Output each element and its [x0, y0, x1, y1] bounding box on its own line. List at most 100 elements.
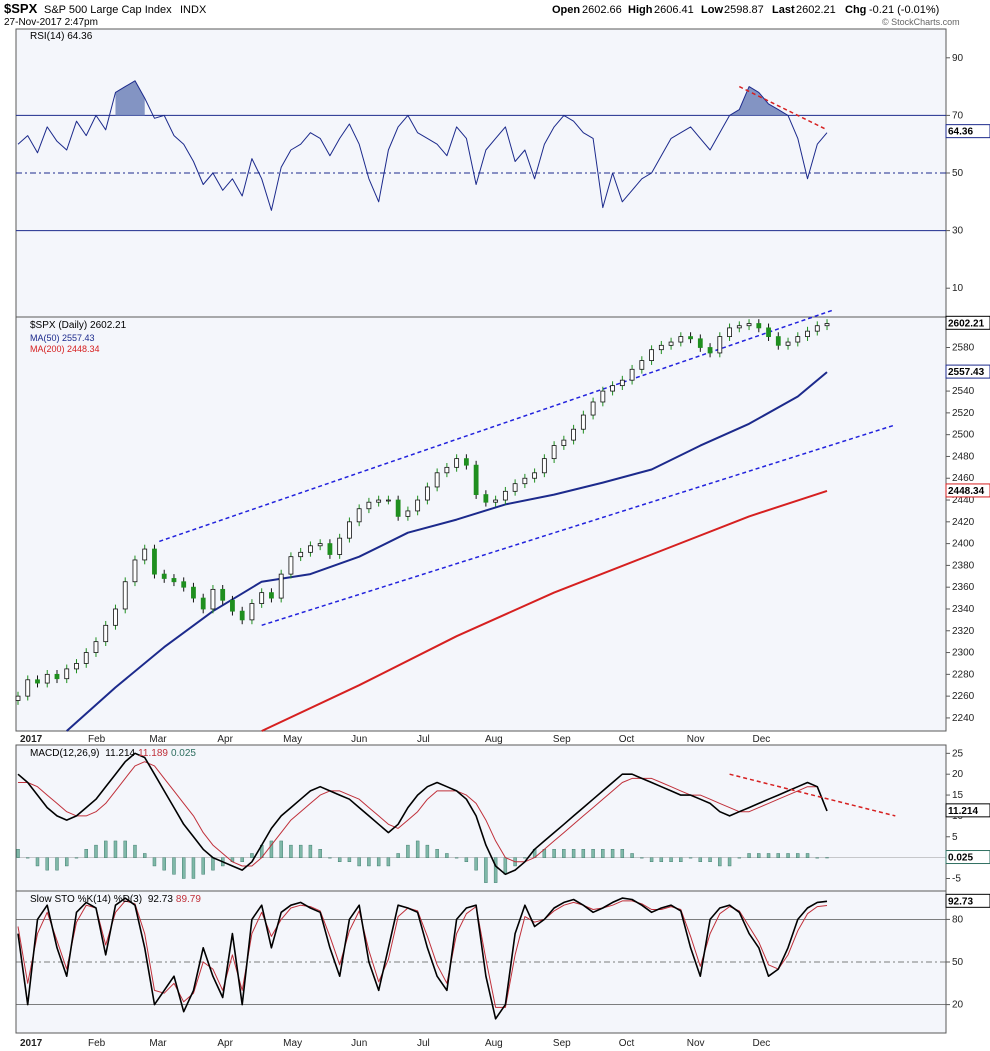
month-tick-label: May [283, 734, 302, 745]
candle-body [317, 543, 323, 547]
low-label: Low [701, 4, 723, 16]
ma50-tag: 2557.43 [948, 367, 985, 378]
rsi-line [17, 80, 828, 211]
month-tick-label: 2017 [20, 1038, 43, 1049]
candle-body [35, 679, 40, 684]
month-tick-label: Mar [149, 734, 167, 745]
candle-body [434, 472, 440, 488]
low-value: 2598.87 [724, 4, 764, 16]
candle-body [727, 327, 732, 338]
month-tick-label: Sep [553, 734, 571, 745]
month-tick-label: Oct [619, 734, 635, 745]
candle-body [113, 608, 118, 626]
month-tick-label: Jul [417, 1038, 430, 1049]
candle-body [688, 336, 693, 340]
candle-body [356, 508, 362, 523]
macd-histogram-bar [484, 857, 488, 883]
macd-hist-value: 0.025 [171, 748, 196, 759]
month-tick-label: 2017 [20, 734, 43, 745]
ma50-legend: MA(50) 2557.43 [30, 333, 95, 343]
candle-body [152, 548, 157, 575]
rsi-tick-label: 10 [952, 283, 964, 294]
candle-body [122, 581, 128, 610]
macd-histogram-bar [347, 857, 352, 863]
candle-body [814, 325, 820, 332]
macd-histogram-bar [123, 840, 127, 858]
high-value: 2606.41 [654, 4, 694, 16]
macd-histogram-bar [688, 857, 693, 859]
macd-histogram-bar [454, 857, 459, 859]
candle-body [746, 323, 752, 327]
month-tick-label: Oct [619, 1038, 635, 1049]
candle-body [600, 390, 606, 403]
candle-body [775, 336, 781, 346]
candle-body [561, 439, 567, 446]
candle-body [678, 336, 684, 343]
macd-histogram-bar [308, 844, 313, 858]
macd-tick-label: -5 [952, 873, 961, 884]
macd-histogram-bar [474, 857, 478, 871]
price-tick-label: 2420 [952, 517, 975, 528]
candle-body [551, 445, 557, 460]
macd-line [17, 752, 828, 876]
open-label: Open [552, 4, 580, 16]
candle-body [571, 428, 576, 441]
macd-histogram-bar [376, 857, 381, 867]
macd-histogram-bar [211, 857, 215, 871]
open-value: 2602.66 [582, 4, 622, 16]
candle-body [308, 545, 313, 553]
candle-body [171, 578, 177, 583]
sto-tick-label: 50 [952, 957, 964, 968]
candle-body [590, 401, 596, 416]
month-tick-label: Nov [687, 1038, 705, 1049]
macd-histogram-bar [289, 844, 293, 858]
candle-body [337, 537, 343, 555]
macd-histogram-bar [659, 857, 664, 863]
macd-tick-label: 15 [952, 790, 964, 801]
ma200-legend: MA(200) 2448.34 [30, 344, 100, 354]
candle-body [415, 499, 421, 512]
candle-body [132, 559, 138, 583]
macd-histogram-bar [94, 844, 98, 858]
macd-histogram-bar [357, 857, 361, 867]
macd-histogram-bar [201, 857, 205, 875]
sto-k-value: 92.73 [148, 894, 173, 905]
macd-histogram-bar [571, 849, 576, 858]
candle-body [795, 336, 801, 343]
macd-histogram-bar [796, 853, 800, 858]
candle-body [161, 573, 167, 579]
month-tick-label: Dec [753, 1038, 771, 1049]
price-tick-label: 2480 [952, 451, 975, 462]
candle-body [541, 458, 547, 474]
candle-body [483, 494, 489, 503]
rsi-overbought-fill [729, 86, 789, 116]
macd-tick-label: 25 [952, 748, 964, 759]
candle-body [347, 521, 352, 539]
month-axis-bottom: 2017 Feb Mar Apr May Jun Jul Aug Sep Oct Nov Dec [20, 1038, 770, 1049]
macd-histogram-bar [435, 849, 439, 858]
candle-body [463, 458, 469, 466]
ma200-tag-box [945, 483, 990, 498]
chg-value: -0.21 (-0.01%) [869, 4, 939, 16]
chart-date: 27-Nov-2017 2:47pm [4, 17, 98, 28]
macd-histogram-bar [805, 853, 810, 858]
month-tick-label: Apr [217, 734, 233, 745]
macd-histogram-bar [679, 857, 683, 863]
price-layer: 2580256025402520250024802460244024202400… [15, 309, 990, 732]
price-tick-label: 2440 [952, 495, 975, 506]
candle-body [473, 464, 479, 495]
macd-histogram-bar [425, 844, 430, 858]
chart-header: $SPX S&P 500 Large Cap Index INDX 27-Nov… [4, 1, 960, 28]
month-tick-label: Aug [485, 734, 503, 745]
macd-histogram-bar [581, 849, 586, 858]
macd-histogram-bar [786, 853, 790, 858]
macd-histogram-bar [45, 857, 49, 871]
month-tick-label: Jun [351, 734, 367, 745]
macd-histogram-bar [74, 857, 79, 859]
macd-histogram-bar [776, 853, 780, 858]
month-tick-label: Dec [753, 734, 771, 745]
ma200-tag: 2448.34 [948, 486, 985, 497]
rsi-divergence-line [738, 85, 828, 131]
macd-last-tag-box [945, 803, 990, 818]
